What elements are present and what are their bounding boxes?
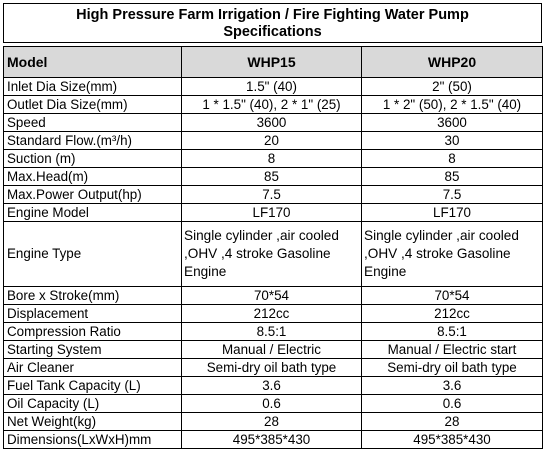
table-row: Compression Ratio 8.5:1 8.5:1	[3, 322, 543, 341]
title-line-1: High Pressure Farm Irrigation / Fire Fig…	[76, 7, 469, 23]
row-label: Inlet Dia Size(mm)	[3, 77, 182, 96]
table-row: Dimensions(LxWxH)mm 495*385*430 495*385*…	[3, 430, 543, 449]
row-value-whp15: 7.5	[181, 185, 362, 204]
header-whp20: WHP20	[361, 46, 543, 78]
row-value-whp15: 20	[181, 131, 362, 150]
table-row: Displacement 212cc 212cc	[3, 304, 543, 323]
row-value-whp20: 0.6	[361, 394, 543, 413]
table-row: Inlet Dia Size(mm) 1.5" (40) 2" (50)	[3, 77, 543, 96]
row-value-whp20: 1 * 2" (50), 2 * 1.5" (40)	[361, 95, 543, 114]
row-label: Net Weight(kg)	[3, 412, 182, 431]
table-row: Suction (m) 8 8	[3, 149, 543, 168]
title-line-2: Specifications	[223, 24, 322, 40]
row-label: Starting System	[3, 340, 182, 359]
table-row: Oil Capacity (L) 0.6 0.6	[3, 394, 543, 413]
row-value-whp20: 85	[361, 167, 543, 186]
row-label: Air Cleaner	[3, 358, 182, 377]
table-row: Fuel Tank Capacity (L) 3.6 3.6	[3, 376, 543, 395]
table-row: Max.Power Output(hp) 7.5 7.5	[3, 185, 543, 204]
row-value-whp20: LF170	[361, 203, 543, 222]
row-value-whp20: 3.6	[361, 376, 543, 395]
spec-table: Model WHP15 WHP20 Inlet Dia Size(mm) 1.5…	[3, 46, 543, 449]
row-value-whp20: 495*385*430	[361, 430, 543, 449]
table-row: Bore x Stroke(mm) 70*54 70*54	[3, 286, 543, 305]
row-value-whp20: 8	[361, 149, 543, 168]
spec-title: High Pressure Farm Irrigation / Fire Fig…	[3, 3, 542, 43]
row-value-whp20: 28	[361, 412, 543, 431]
header-model: Model	[3, 46, 182, 78]
row-value-whp15: 1.5" (40)	[181, 77, 362, 96]
table-row: Air Cleaner Semi-dry oil bath type Semi-…	[3, 358, 543, 377]
row-value-whp15: 8	[181, 149, 362, 168]
row-label: Fuel Tank Capacity (L)	[3, 376, 182, 395]
row-value-whp15: 0.6	[181, 394, 362, 413]
row-label: Max.Power Output(hp)	[3, 185, 182, 204]
row-label: Displacement	[3, 304, 182, 323]
row-value-whp15: 85	[181, 167, 362, 186]
row-value-whp15: 495*385*430	[181, 430, 362, 449]
row-value-whp15: Single cylinder ,air cooled ,OHV ,4 stro…	[181, 221, 362, 287]
row-label: Standard Flow.(m³/h)	[3, 131, 182, 150]
row-value-whp20: 3600	[361, 113, 543, 132]
row-value-whp20: Semi-dry oil bath type	[361, 358, 543, 377]
row-value-whp15: LF170	[181, 203, 362, 222]
table-row: Standard Flow.(m³/h) 20 30	[3, 131, 543, 150]
table-row: Starting System Manual / Electric Manual…	[3, 340, 543, 359]
row-value-whp15: Manual / Electric	[181, 340, 362, 359]
table-row: Engine Type Single cylinder ,air cooled …	[3, 221, 543, 287]
table-row: Outlet Dia Size(mm) 1 * 1.5" (40), 2 * 1…	[3, 95, 543, 114]
row-value-whp20: 2" (50)	[361, 77, 543, 96]
row-value-whp15: 70*54	[181, 286, 362, 305]
row-value-whp20: 70*54	[361, 286, 543, 305]
row-value-whp20: 8.5:1	[361, 322, 543, 341]
table-row: Speed 3600 3600	[3, 113, 543, 132]
row-value-whp20: 212cc	[361, 304, 543, 323]
row-value-whp15: 3600	[181, 113, 362, 132]
row-label: Engine Model	[3, 203, 182, 222]
row-label: Compression Ratio	[3, 322, 182, 341]
row-label: Oil Capacity (L)	[3, 394, 182, 413]
table-row: Net Weight(kg) 28 28	[3, 412, 543, 431]
row-label: Bore x Stroke(mm)	[3, 286, 182, 305]
table-header-row: Model WHP15 WHP20	[3, 46, 543, 78]
row-value-whp15: 3.6	[181, 376, 362, 395]
table-row: Engine Model LF170 LF170	[3, 203, 543, 222]
row-value-whp20: Manual / Electric start	[361, 340, 543, 359]
row-label: Outlet Dia Size(mm)	[3, 95, 182, 114]
row-label: Speed	[3, 113, 182, 132]
row-label: Suction (m)	[3, 149, 182, 168]
row-value-whp15: 1 * 1.5" (40), 2 * 1" (25)	[181, 95, 362, 114]
row-value-whp15: Semi-dry oil bath type	[181, 358, 362, 377]
row-label: Engine Type	[3, 221, 182, 287]
row-value-whp15: 28	[181, 412, 362, 431]
row-value-whp15: 8.5:1	[181, 322, 362, 341]
row-value-whp20: Single cylinder ,air cooled ,OHV ,4 stro…	[361, 221, 543, 287]
row-value-whp15: 212cc	[181, 304, 362, 323]
row-label: Dimensions(LxWxH)mm	[3, 430, 182, 449]
row-label: Max.Head(m)	[3, 167, 182, 186]
row-value-whp20: 7.5	[361, 185, 543, 204]
table-row: Max.Head(m) 85 85	[3, 167, 543, 186]
header-whp15: WHP15	[181, 46, 362, 78]
row-value-whp20: 30	[361, 131, 543, 150]
